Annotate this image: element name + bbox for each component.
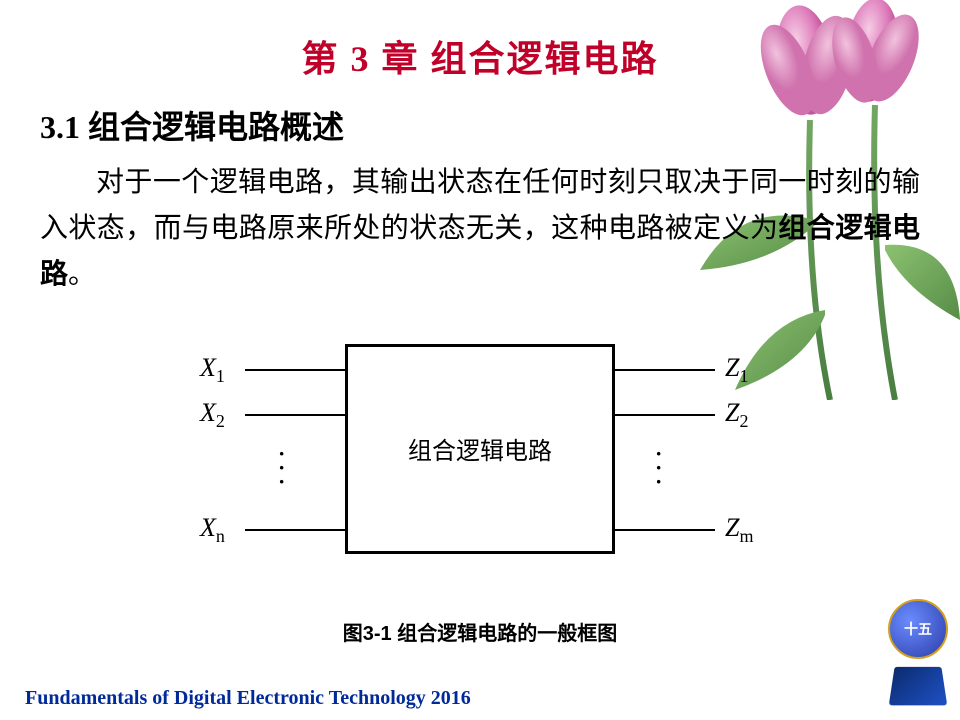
output-label: Z1 <box>725 353 748 387</box>
input-label: X1 <box>200 353 225 387</box>
input-line <box>245 369 345 372</box>
output-label: Zm <box>725 513 753 547</box>
input-label: X2 <box>200 398 225 432</box>
output-line <box>615 369 715 372</box>
logo-badge-icon: 十五 <box>888 599 948 659</box>
logo-book-icon <box>889 667 947 706</box>
vertical-dots: ··· <box>655 447 662 489</box>
section-title: 3.1 组合逻辑电路概述 <box>40 102 920 148</box>
footer-text: Fundamentals of Digital Electronic Techn… <box>25 687 471 710</box>
diagram-box: 组合逻辑电路 <box>345 344 615 554</box>
body-text-post: 。 <box>68 259 96 290</box>
input-line <box>245 529 345 532</box>
diagram-container: 组合逻辑电路 X1 X2 Xn Z1 Z2 Zm ··· ··· <box>40 339 920 589</box>
slide-content: 第 3 章 组合逻辑电路 3.1 组合逻辑电路概述 对于一个逻辑电路，其输出状态… <box>0 0 960 646</box>
block-diagram: 组合逻辑电路 X1 X2 Xn Z1 Z2 Zm ··· ··· <box>170 339 790 589</box>
output-line <box>615 529 715 532</box>
logo-stack: 十五 <box>888 599 948 705</box>
input-line <box>245 414 345 417</box>
body-paragraph: 对于一个逻辑电路，其输出状态在任何时刻只取决于同一时刻的输入状态，而与电路原来所… <box>40 160 920 299</box>
vertical-dots: ··· <box>278 447 285 489</box>
output-label: Z2 <box>725 398 748 432</box>
output-line <box>615 414 715 417</box>
input-label: Xn <box>200 513 225 547</box>
figure-caption: 图3-1 组合逻辑电路的一般框图 <box>40 617 920 646</box>
chapter-title: 第 3 章 组合逻辑电路 <box>40 30 920 82</box>
